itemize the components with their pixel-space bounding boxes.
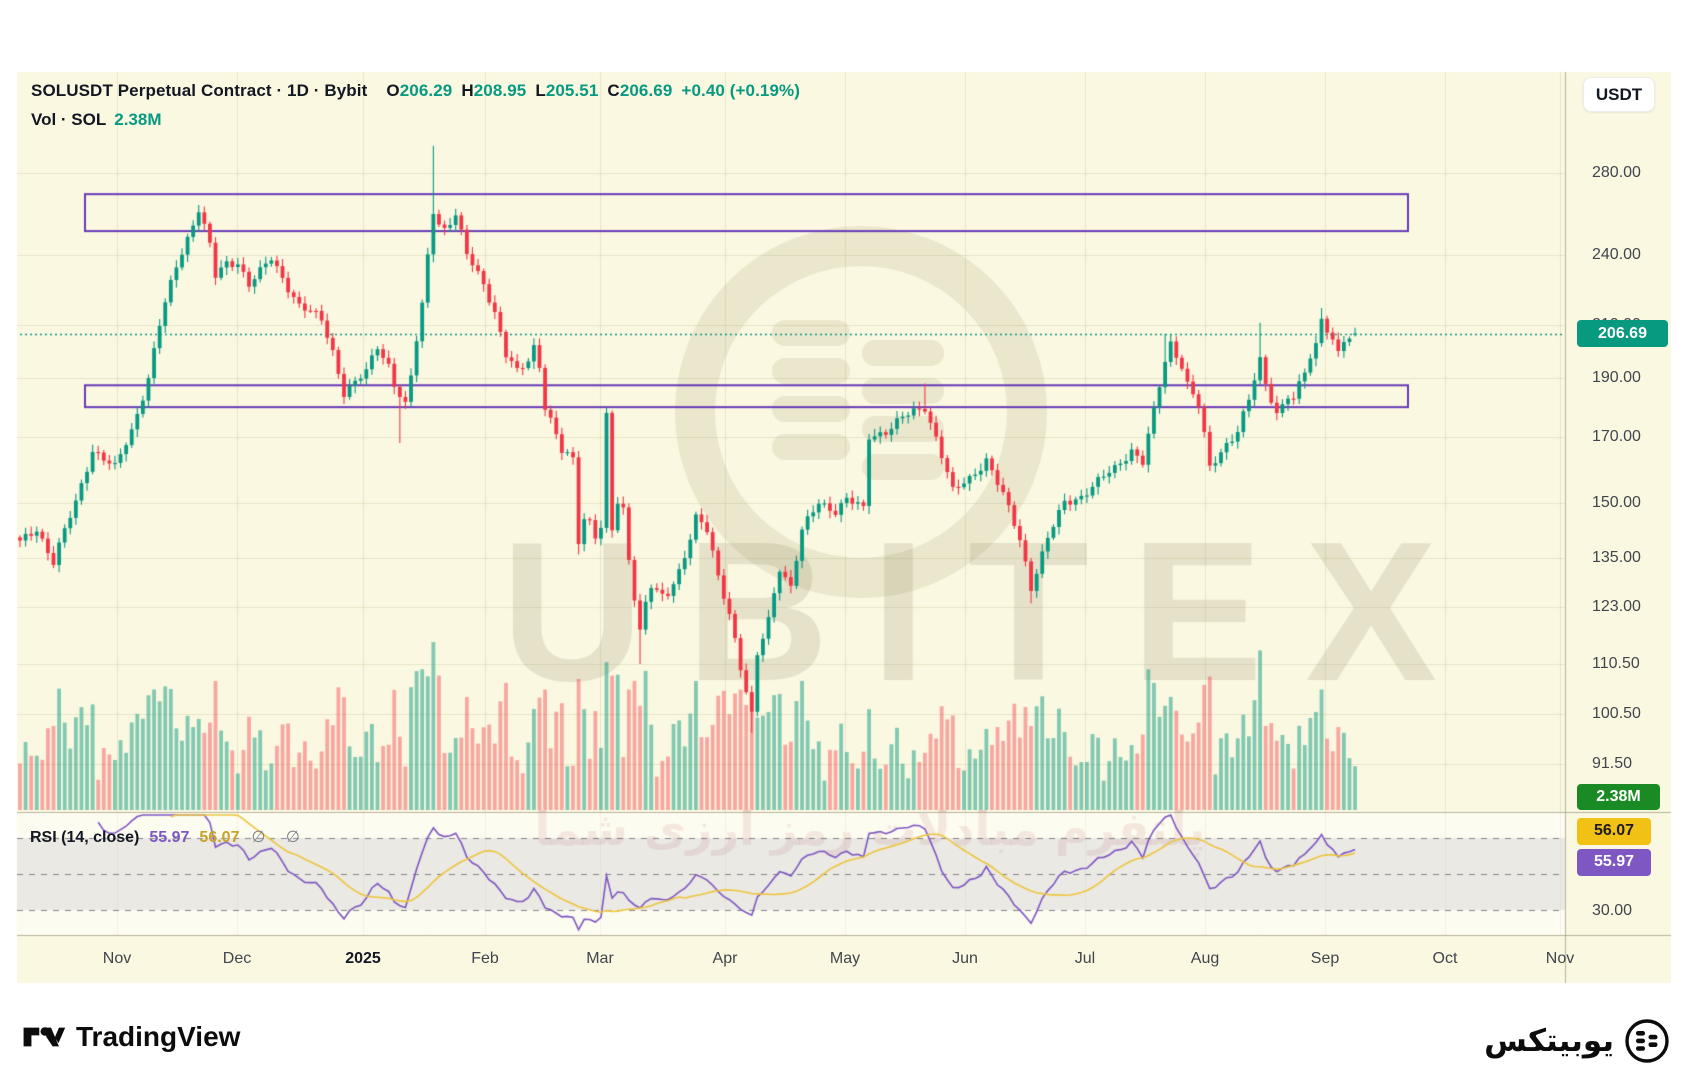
symbol-title: SOLUSDT Perpetual Contract · 1D · Bybit: [31, 81, 368, 100]
change-readout: +0.40 (+0.19%): [681, 81, 801, 100]
rsi-label: RSI (14, close): [30, 829, 140, 846]
time-axis-label: Feb: [471, 950, 499, 967]
time-axis-label: Mar: [586, 950, 614, 967]
current-price-badge: 206.69: [1577, 320, 1668, 348]
rsi-value-readout: 55.97: [149, 829, 190, 846]
chart-legend: SOLUSDT Perpetual Contract · 1D · Bybit O…: [31, 81, 800, 130]
time-axis-label: Apr: [712, 950, 738, 967]
time-axis-label: Dec: [222, 950, 252, 967]
legend-line-1: SOLUSDT Perpetual Contract · 1D · Bybit O…: [31, 81, 800, 101]
volume-legend-label: Vol · SOL: [31, 110, 107, 129]
rsi-ma-readout: 56.07: [199, 829, 240, 846]
rsi-value-badge: 55.97: [1577, 848, 1651, 876]
rsi-hidden-plots-icons[interactable]: ∅ ∅: [251, 829, 308, 846]
currency-toggle-button[interactable]: USDT: [1583, 77, 1655, 112]
price-axis-label: 150.00: [1592, 493, 1641, 511]
tradingview-attribution[interactable]: TradingView: [22, 1021, 240, 1053]
time-axis-label: Nov: [102, 950, 132, 967]
ubitex-wordmark: يوبيتكس: [1484, 1023, 1614, 1059]
price-axis-label: 170.00: [1592, 427, 1641, 445]
volume-legend-value: 2.38M: [114, 110, 162, 129]
legend-line-2: Vol · SOL 2.38M: [31, 110, 800, 130]
volume-badge: 2.38M: [1577, 784, 1660, 810]
price-axis-label: 280.00: [1592, 164, 1641, 182]
tradingview-logo-icon: [22, 1024, 66, 1050]
price-axis-label: 123.00: [1592, 598, 1641, 616]
tradingview-wordmark: TradingView: [76, 1021, 241, 1052]
rsi-ma-badge: 56.07: [1577, 817, 1651, 845]
time-axis-label: 2025: [345, 950, 381, 967]
time-axis-label: Jun: [952, 950, 978, 967]
time-axis-label: Sep: [1310, 950, 1340, 967]
price-axis-label: 240.00: [1592, 245, 1641, 263]
price-axis-label: 110.50: [1592, 655, 1640, 672]
price-axis-label: 91.50: [1592, 754, 1633, 772]
ubitex-attribution: يوبيتكس: [1484, 1018, 1670, 1064]
price-axis-label: 100.50: [1592, 705, 1641, 723]
time-axis-label: Aug: [1190, 950, 1220, 967]
rsi-indicator-legend: RSI (14, close) 55.97 56.07 ∅ ∅: [30, 827, 308, 847]
ohlc-readout: O206.29 H208.95 L205.51 C206.69: [386, 81, 673, 100]
ubitex-logo-icon: [1624, 1018, 1670, 1064]
price-axis-label: 135.00: [1592, 549, 1641, 567]
rsi-oversold-level-label: 30.00: [1592, 902, 1633, 919]
time-axis-label: Nov: [1545, 950, 1575, 967]
time-axis-label: Oct: [1432, 950, 1458, 967]
time-axis-label: Jul: [1074, 950, 1096, 967]
price-axis-label: 190.00: [1592, 369, 1641, 386]
time-axis-label: May: [829, 950, 861, 967]
